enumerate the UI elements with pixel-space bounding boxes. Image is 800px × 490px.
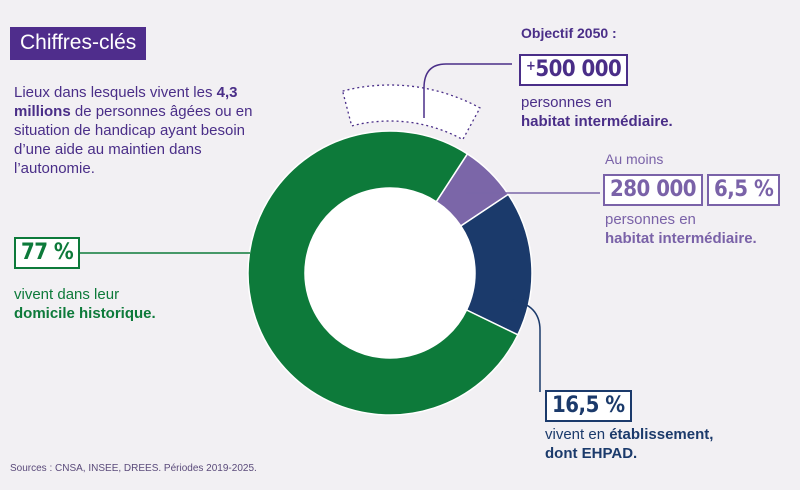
objective-caption: personnes en habitat intermédiaire. <box>521 94 673 130</box>
establishment-leader-line <box>511 299 541 392</box>
intermediate-values: 280 000 6,5 % <box>603 174 781 206</box>
objective-value-label: +500 000 <box>519 54 629 86</box>
chiffres-cles-badge: Chiffres-clés <box>10 27 147 60</box>
objective-slice <box>341 84 481 141</box>
home-pct-label: 77 % <box>14 237 81 269</box>
establishment-pct-label: 16,5 % <box>545 390 632 422</box>
intermediate-title: Au moins <box>605 151 664 167</box>
intermediate-pct-label: 6,5 % <box>707 174 781 206</box>
donut-hole <box>305 188 475 358</box>
intro-text: Lieux dans lesquels vivent les 4,3 milli… <box>14 84 253 177</box>
objective-title: Objectif 2050 : <box>521 25 617 41</box>
establishment-caption: vivent en établissement, dont EHPAD. <box>545 426 714 462</box>
home-caption: vivent dans leur domicile historique. <box>14 286 156 322</box>
intermediate-caption: personnes en habitat intermédiaire. <box>605 211 757 247</box>
objective-leader-line <box>423 63 512 118</box>
intermediate-count-label: 280 000 <box>603 174 704 206</box>
sources-note: Sources : CNSA, INSEE, DREES. Périodes 2… <box>10 463 257 474</box>
